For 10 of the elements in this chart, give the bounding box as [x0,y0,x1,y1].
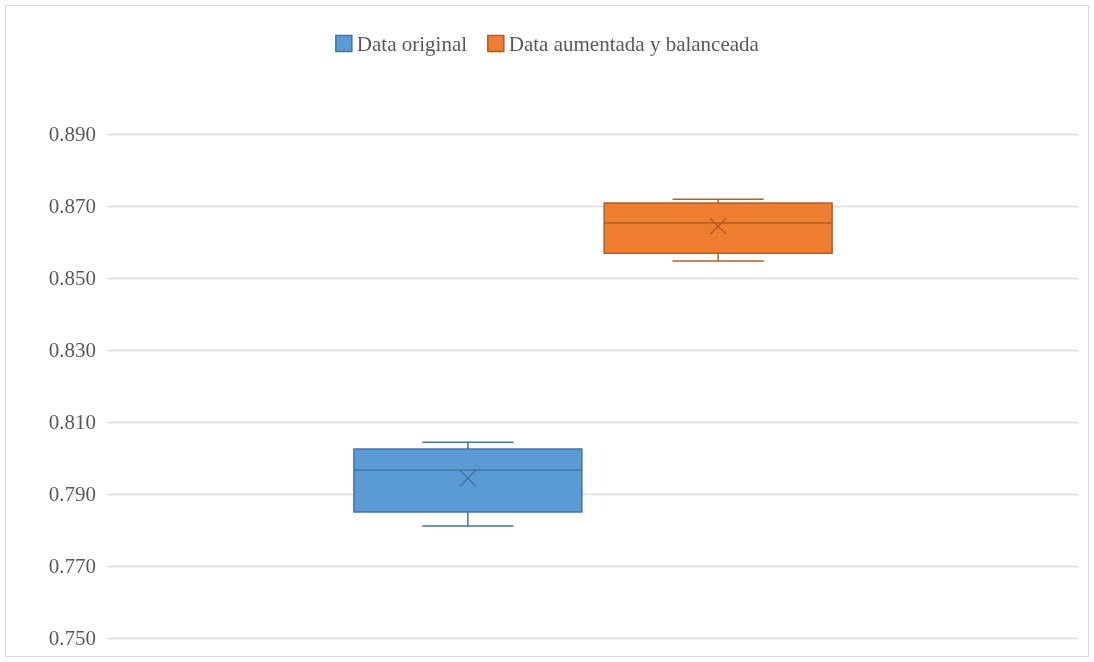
y-tick-label: 0.850 [48,266,96,290]
y-tick-label: 0.870 [48,194,96,218]
y-tick-label: 0.810 [48,410,96,434]
legend-label: Data aumentada y balanceada [508,31,760,56]
y-tick-label: 0.750 [48,626,96,650]
y-tick-label: 0.830 [48,338,96,362]
y-tick-label: 0.790 [48,482,96,506]
legend-label: Data original [356,31,468,56]
y-tick-label: 0.770 [48,554,96,578]
y-tick-label: 0.890 [48,122,96,146]
